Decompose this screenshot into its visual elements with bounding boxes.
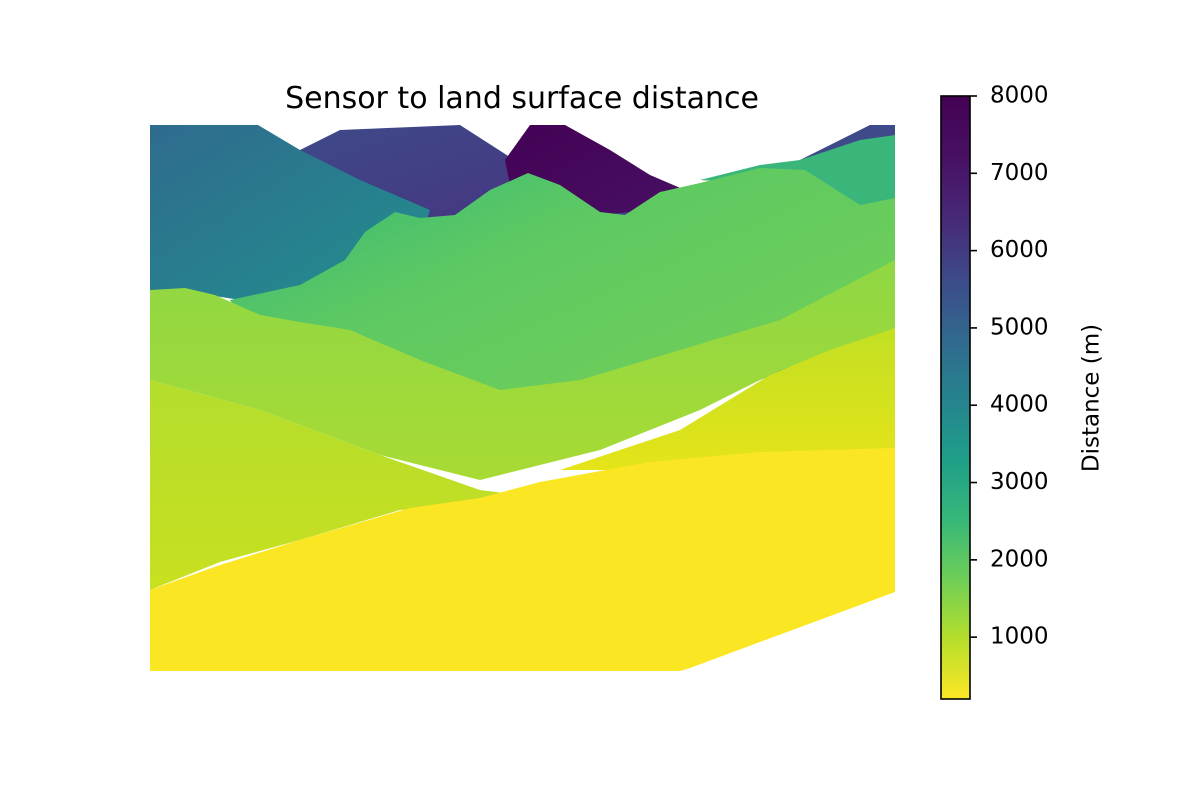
colorbar: 1000 2000 3000 4000 5000 6000 7000 8000 Distanc… [940,83,1105,700]
colorbar-tick-label: 7000 [990,160,1049,186]
terrain-right-shelf [560,328,895,470]
colorbar-gradient [940,95,971,700]
terrain-light-green-slope [150,260,895,480]
terrain-foreground-hill [150,370,895,590]
colorbar-tick-label: 2000 [990,546,1049,572]
colorbar-tick-label: 5000 [990,314,1049,340]
terrain-near-ground [150,448,895,671]
colorbar-label: Distance (m) [1079,324,1105,472]
colorbar-tick-label: 8000 [990,83,1049,109]
colorbar-tick-label: 3000 [990,469,1049,495]
colorbar-tick-label: 4000 [990,392,1049,418]
colorbar-tick-label: 1000 [990,624,1049,650]
plot-area [150,125,895,671]
colorbar-tick-label: 6000 [990,237,1049,263]
colorbar-ticks: 1000 2000 3000 4000 5000 6000 7000 8000 [970,83,1049,650]
chart-title: Sensor to land surface distance [285,81,759,116]
